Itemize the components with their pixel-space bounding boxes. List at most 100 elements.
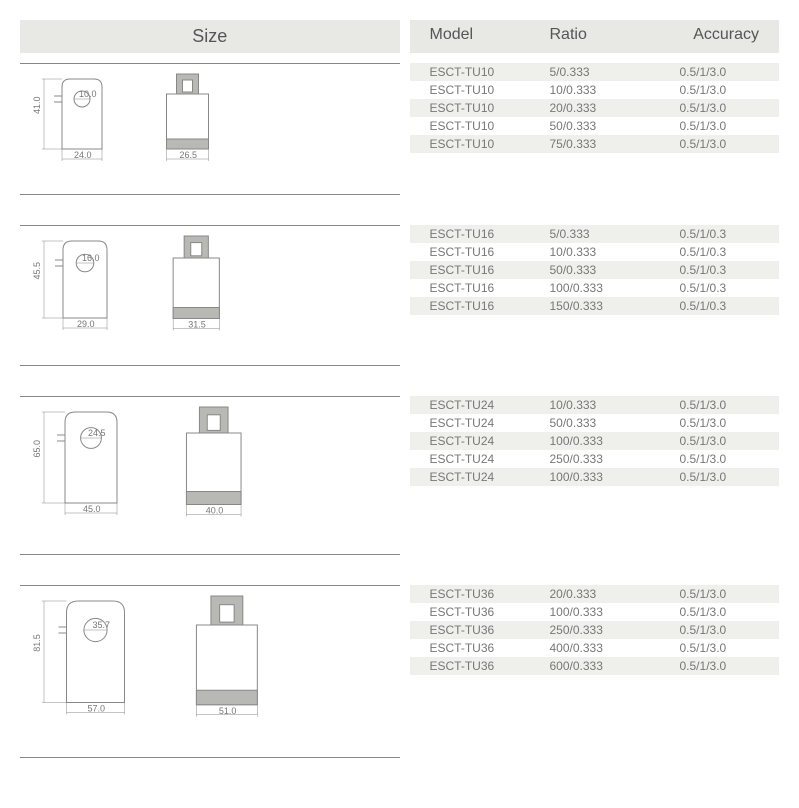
size-drawings: 10.0 41.0 24.0 26.5 <box>20 63 400 195</box>
cell-model: ESCT-TU24 <box>410 470 550 484</box>
cell-accuracy: 0.5/1/3.0 <box>660 641 780 655</box>
cell-model: ESCT-TU10 <box>410 137 550 151</box>
table-row: ESCT-TU16 100/0.333 0.5/1/0.3 <box>410 279 780 297</box>
header-size: Size <box>20 20 400 53</box>
cell-model: ESCT-TU10 <box>410 65 550 79</box>
svg-text:41.0: 41.0 <box>32 96 42 114</box>
table-row: ESCT-TU16 150/0.333 0.5/1/0.3 <box>410 297 780 315</box>
svg-text:16.0: 16.0 <box>82 253 100 263</box>
size-drawings: 24.5 65.0 45.0 40.0 <box>20 396 400 555</box>
cell-accuracy: 0.5/1/3.0 <box>660 83 780 97</box>
cell-ratio: 50/0.333 <box>550 119 660 133</box>
cell-ratio: 400/0.333 <box>550 641 660 655</box>
cell-accuracy: 0.5/1/3.0 <box>660 470 780 484</box>
svg-text:65.0: 65.0 <box>32 440 42 458</box>
table-row: ESCT-TU16 50/0.333 0.5/1/0.3 <box>410 261 780 279</box>
svg-text:26.5: 26.5 <box>180 150 198 160</box>
header-accuracy: Accuracy <box>660 26 780 47</box>
table-row: ESCT-TU24 50/0.333 0.5/1/3.0 <box>410 414 780 432</box>
cell-model: ESCT-TU36 <box>410 587 550 601</box>
cell-ratio: 250/0.333 <box>550 452 660 466</box>
table-row: ESCT-TU16 10/0.333 0.5/1/0.3 <box>410 243 780 261</box>
cell-ratio: 250/0.333 <box>550 623 660 637</box>
cell-model: ESCT-TU36 <box>410 659 550 673</box>
table-row: ESCT-TU36 600/0.333 0.5/1/3.0 <box>410 657 780 675</box>
table-row: ESCT-TU24 10/0.333 0.5/1/3.0 <box>410 396 780 414</box>
cell-model: ESCT-TU36 <box>410 605 550 619</box>
cell-model: ESCT-TU36 <box>410 623 550 637</box>
cell-ratio: 100/0.333 <box>550 470 660 484</box>
cell-ratio: 10/0.333 <box>550 245 660 259</box>
table-row: ESCT-TU24 100/0.333 0.5/1/3.0 <box>410 432 780 450</box>
table-header: Size Model Ratio Accuracy <box>20 20 779 53</box>
svg-text:10.0: 10.0 <box>79 89 97 99</box>
svg-text:51.0: 51.0 <box>219 706 237 716</box>
table-row: ESCT-TU36 250/0.333 0.5/1/3.0 <box>410 621 780 639</box>
cell-ratio: 150/0.333 <box>550 299 660 313</box>
svg-text:81.5: 81.5 <box>32 634 42 652</box>
cell-accuracy: 0.5/1/3.0 <box>660 659 780 673</box>
cell-model: ESCT-TU10 <box>410 83 550 97</box>
cell-model: ESCT-TU16 <box>410 299 550 313</box>
cell-ratio: 5/0.333 <box>550 227 660 241</box>
cell-ratio: 100/0.333 <box>550 605 660 619</box>
cell-ratio: 10/0.333 <box>550 83 660 97</box>
cell-accuracy: 0.5/1/3.0 <box>660 416 780 430</box>
side-drawing: 40.0 <box>178 407 260 544</box>
cell-accuracy: 0.5/1/3.0 <box>660 65 780 79</box>
cell-model: ESCT-TU16 <box>410 227 550 241</box>
table-row: ESCT-TU10 5/0.333 0.5/1/3.0 <box>410 63 780 81</box>
cell-accuracy: 0.5/1/0.3 <box>660 245 780 259</box>
table-row: ESCT-TU36 20/0.333 0.5/1/3.0 <box>410 585 780 603</box>
table-row: ESCT-TU10 20/0.333 0.5/1/3.0 <box>410 99 780 117</box>
cell-accuracy: 0.5/1/3.0 <box>660 398 780 412</box>
product-row: 16.0 45.5 29.0 31.5 ESCT-TU16 5/0.333 0.… <box>20 225 779 366</box>
header-spec: Model Ratio Accuracy <box>410 20 780 53</box>
product-row: 10.0 41.0 24.0 26.5 ESCT-TU10 5/0.333 0.… <box>20 63 779 195</box>
cell-ratio: 600/0.333 <box>550 659 660 673</box>
cell-accuracy: 0.5/1/0.3 <box>660 299 780 313</box>
cell-ratio: 75/0.333 <box>550 137 660 151</box>
svg-text:45.0: 45.0 <box>83 504 101 514</box>
side-drawing: 26.5 <box>160 74 225 184</box>
cell-model: ESCT-TU24 <box>410 416 550 430</box>
cell-model: ESCT-TU24 <box>410 434 550 448</box>
svg-text:24.0: 24.0 <box>74 150 92 160</box>
table-row: ESCT-TU36 100/0.333 0.5/1/3.0 <box>410 603 780 621</box>
size-drawings: 35.7 81.5 57.0 51.0 <box>20 585 400 758</box>
side-drawing: 31.5 <box>166 236 237 355</box>
svg-text:29.0: 29.0 <box>77 319 95 329</box>
table-row: ESCT-TU10 75/0.333 0.5/1/3.0 <box>410 135 780 153</box>
cell-ratio: 5/0.333 <box>550 65 660 79</box>
spec-table: ESCT-TU16 5/0.333 0.5/1/0.3 ESCT-TU16 10… <box>410 225 780 366</box>
svg-text:24.5: 24.5 <box>88 428 106 438</box>
svg-text:57.0: 57.0 <box>88 704 106 714</box>
spec-table: ESCT-TU36 20/0.333 0.5/1/3.0 ESCT-TU36 1… <box>410 585 780 758</box>
front-drawing: 24.5 65.0 45.0 <box>40 407 148 544</box>
cell-ratio: 50/0.333 <box>550 263 660 277</box>
cell-accuracy: 0.5/1/3.0 <box>660 434 780 448</box>
header-ratio: Ratio <box>550 26 660 47</box>
cell-model: ESCT-TU36 <box>410 641 550 655</box>
cell-ratio: 100/0.333 <box>550 434 660 448</box>
table-row: ESCT-TU36 400/0.333 0.5/1/3.0 <box>410 639 780 657</box>
table-row: ESCT-TU10 50/0.333 0.5/1/3.0 <box>410 117 780 135</box>
svg-text:35.7: 35.7 <box>93 620 111 630</box>
front-drawing: 10.0 41.0 24.0 <box>40 74 130 184</box>
front-drawing: 35.7 81.5 57.0 <box>40 596 157 747</box>
cell-model: ESCT-TU10 <box>410 119 550 133</box>
cell-accuracy: 0.5/1/3.0 <box>660 623 780 637</box>
cell-accuracy: 0.5/1/3.0 <box>660 452 780 466</box>
header-model: Model <box>410 26 550 47</box>
cell-ratio: 100/0.333 <box>550 281 660 295</box>
cell-model: ESCT-TU16 <box>410 245 550 259</box>
cell-accuracy: 0.5/1/3.0 <box>660 605 780 619</box>
front-drawing: 16.0 45.5 29.0 <box>40 236 136 355</box>
cell-ratio: 20/0.333 <box>550 101 660 115</box>
side-drawing: 51.0 <box>187 596 277 747</box>
svg-text:40.0: 40.0 <box>206 506 224 516</box>
spec-table: ESCT-TU10 5/0.333 0.5/1/3.0 ESCT-TU10 10… <box>410 63 780 195</box>
cell-ratio: 20/0.333 <box>550 587 660 601</box>
cell-model: ESCT-TU10 <box>410 101 550 115</box>
cell-model: ESCT-TU24 <box>410 452 550 466</box>
